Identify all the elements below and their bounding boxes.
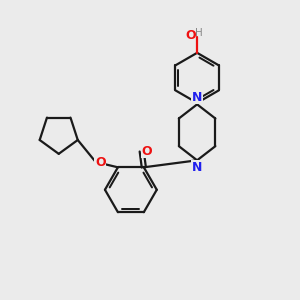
Text: O: O — [142, 145, 152, 158]
Text: N: N — [192, 91, 202, 104]
Text: H: H — [195, 28, 203, 38]
Text: N: N — [192, 161, 202, 174]
Text: O: O — [185, 29, 196, 42]
Text: O: O — [95, 156, 106, 170]
